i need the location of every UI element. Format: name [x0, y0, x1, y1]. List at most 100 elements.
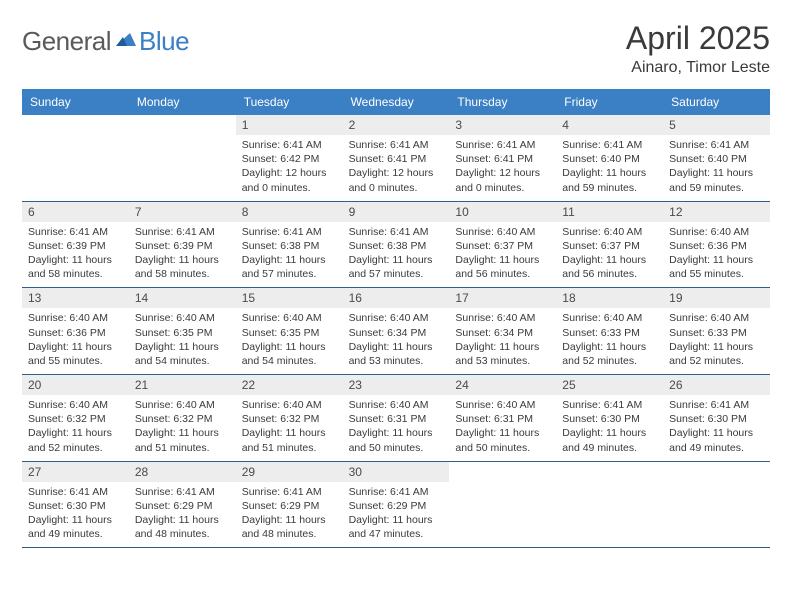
- day-sunset: Sunset: 6:34 PM: [455, 326, 550, 340]
- day-info: Sunrise: 6:40 AMSunset: 6:33 PMDaylight:…: [667, 311, 766, 368]
- day-number: 9: [343, 202, 450, 222]
- day-cell: .: [663, 462, 770, 548]
- day-info: Sunrise: 6:40 AMSunset: 6:32 PMDaylight:…: [26, 398, 125, 455]
- day-number: 2: [343, 115, 450, 135]
- day-sunset: Sunset: 6:39 PM: [28, 239, 123, 253]
- day-info: Sunrise: 6:41 AMSunset: 6:41 PMDaylight:…: [347, 138, 446, 195]
- day-number: 7: [129, 202, 236, 222]
- day-sunset: Sunset: 6:34 PM: [349, 326, 444, 340]
- calendar: Sunday Monday Tuesday Wednesday Thursday…: [22, 89, 770, 548]
- day-number: 3: [449, 115, 556, 135]
- day-sunset: Sunset: 6:35 PM: [242, 326, 337, 340]
- day-sunrise: Sunrise: 6:40 AM: [349, 398, 444, 412]
- day-number: 24: [449, 375, 556, 395]
- day-daylight: Daylight: 11 hours and 49 minutes.: [562, 426, 657, 454]
- day-daylight: Daylight: 11 hours and 56 minutes.: [455, 253, 550, 281]
- day-sunset: Sunset: 6:40 PM: [669, 152, 764, 166]
- day-number: 29: [236, 462, 343, 482]
- day-sunset: Sunset: 6:29 PM: [349, 499, 444, 513]
- day-sunset: Sunset: 6:32 PM: [28, 412, 123, 426]
- day-info: Sunrise: 6:40 AMSunset: 6:36 PMDaylight:…: [26, 311, 125, 368]
- day-info: Sunrise: 6:41 AMSunset: 6:29 PMDaylight:…: [133, 485, 232, 542]
- day-sunset: Sunset: 6:38 PM: [242, 239, 337, 253]
- day-sunset: Sunset: 6:38 PM: [349, 239, 444, 253]
- day-daylight: Daylight: 11 hours and 55 minutes.: [669, 253, 764, 281]
- day-cell: 8 Sunrise: 6:41 AMSunset: 6:38 PMDaylight…: [236, 202, 343, 288]
- day-sunset: Sunset: 6:41 PM: [349, 152, 444, 166]
- day-info: Sunrise: 6:40 AMSunset: 6:32 PMDaylight:…: [240, 398, 339, 455]
- day-sunset: Sunset: 6:32 PM: [135, 412, 230, 426]
- logo-mark-icon: [115, 28, 137, 55]
- day-sunset: Sunset: 6:31 PM: [349, 412, 444, 426]
- day-number: 12: [663, 202, 770, 222]
- day-daylight: Daylight: 11 hours and 57 minutes.: [349, 253, 444, 281]
- day-cell: .: [449, 462, 556, 548]
- day-number: 21: [129, 375, 236, 395]
- day-sunrise: Sunrise: 6:41 AM: [349, 485, 444, 499]
- day-cell: 5Sunrise: 6:41 AMSunset: 6:40 PMDaylight…: [663, 115, 770, 201]
- day-cell: 23Sunrise: 6:40 AMSunset: 6:31 PMDayligh…: [343, 375, 450, 461]
- day-daylight: Daylight: 12 hours and 0 minutes.: [455, 166, 550, 194]
- day-cell: 30Sunrise: 6:41 AMSunset: 6:29 PMDayligh…: [343, 462, 450, 548]
- day-number: 8: [236, 202, 343, 222]
- day-sunrise: Sunrise: 6:41 AM: [349, 138, 444, 152]
- day-sunset: Sunset: 6:40 PM: [562, 152, 657, 166]
- dayname-wednesday: Wednesday: [343, 89, 450, 115]
- location-label: Ainaro, Timor Leste: [626, 59, 770, 77]
- day-daylight: Daylight: 11 hours and 50 minutes.: [349, 426, 444, 454]
- day-info: Sunrise: 6:41 AMSunset: 6:39 PMDaylight:…: [26, 225, 125, 282]
- day-cell: 6Sunrise: 6:41 AMSunset: 6:39 PMDaylight…: [22, 202, 129, 288]
- day-info: Sunrise: 6:41 AMSunset: 6:29 PMDaylight:…: [240, 485, 339, 542]
- day-sunrise: Sunrise: 6:41 AM: [669, 398, 764, 412]
- day-sunset: Sunset: 6:29 PM: [135, 499, 230, 513]
- day-daylight: Daylight: 11 hours and 54 minutes.: [135, 340, 230, 368]
- day-daylight: Daylight: 11 hours and 51 minutes.: [242, 426, 337, 454]
- day-daylight: Daylight: 11 hours and 57 minutes.: [242, 253, 337, 281]
- day-sunrise: Sunrise: 6:40 AM: [455, 225, 550, 239]
- day-sunset: Sunset: 6:36 PM: [28, 326, 123, 340]
- logo-text-general: General: [22, 26, 111, 57]
- day-daylight: Daylight: 11 hours and 58 minutes.: [28, 253, 123, 281]
- day-info: Sunrise: 6:40 AMSunset: 6:31 PMDaylight:…: [347, 398, 446, 455]
- calendar-page: General Blue April 2025 Ainaro, Timor Le…: [0, 0, 792, 568]
- day-sunset: Sunset: 6:42 PM: [242, 152, 337, 166]
- week-row: 20Sunrise: 6:40 AMSunset: 6:32 PMDayligh…: [22, 375, 770, 462]
- day-cell: 13Sunrise: 6:40 AMSunset: 6:36 PMDayligh…: [22, 288, 129, 374]
- dayname-row: Sunday Monday Tuesday Wednesday Thursday…: [22, 89, 770, 115]
- dayname-monday: Monday: [129, 89, 236, 115]
- day-number: 19: [663, 288, 770, 308]
- logo: General Blue: [22, 20, 189, 57]
- week-row: 6Sunrise: 6:41 AMSunset: 6:39 PMDaylight…: [22, 202, 770, 289]
- dayname-sunday: Sunday: [22, 89, 129, 115]
- day-sunrise: Sunrise: 6:41 AM: [349, 225, 444, 239]
- day-cell: 21Sunrise: 6:40 AMSunset: 6:32 PMDayligh…: [129, 375, 236, 461]
- dayname-saturday: Saturday: [663, 89, 770, 115]
- day-number: 10: [449, 202, 556, 222]
- day-cell: 20Sunrise: 6:40 AMSunset: 6:32 PMDayligh…: [22, 375, 129, 461]
- day-daylight: Daylight: 11 hours and 56 minutes.: [562, 253, 657, 281]
- day-daylight: Daylight: 11 hours and 51 minutes.: [135, 426, 230, 454]
- week-row: 13Sunrise: 6:40 AMSunset: 6:36 PMDayligh…: [22, 288, 770, 375]
- day-info: Sunrise: 6:41 AMSunset: 6:30 PMDaylight:…: [560, 398, 659, 455]
- day-sunset: Sunset: 6:29 PM: [242, 499, 337, 513]
- day-sunset: Sunset: 6:35 PM: [135, 326, 230, 340]
- day-daylight: Daylight: 11 hours and 48 minutes.: [135, 513, 230, 541]
- day-sunrise: Sunrise: 6:41 AM: [135, 225, 230, 239]
- day-daylight: Daylight: 11 hours and 48 minutes.: [242, 513, 337, 541]
- day-sunset: Sunset: 6:37 PM: [455, 239, 550, 253]
- day-daylight: Daylight: 11 hours and 50 minutes.: [455, 426, 550, 454]
- day-number: 15: [236, 288, 343, 308]
- day-info: Sunrise: 6:41 AMSunset: 6:38 PMDaylight:…: [240, 225, 339, 282]
- day-daylight: Daylight: 11 hours and 55 minutes.: [28, 340, 123, 368]
- day-number: 4: [556, 115, 663, 135]
- day-number: 1: [236, 115, 343, 135]
- day-sunrise: Sunrise: 6:40 AM: [455, 311, 550, 325]
- day-cell: 16Sunrise: 6:40 AMSunset: 6:34 PMDayligh…: [343, 288, 450, 374]
- day-number: 14: [129, 288, 236, 308]
- day-info: Sunrise: 6:41 AMSunset: 6:30 PMDaylight:…: [26, 485, 125, 542]
- logo-text-blue: Blue: [139, 26, 189, 57]
- day-sunrise: Sunrise: 6:40 AM: [562, 311, 657, 325]
- day-info: Sunrise: 6:41 AMSunset: 6:38 PMDaylight:…: [347, 225, 446, 282]
- day-cell: .: [129, 115, 236, 201]
- day-cell: 1Sunrise: 6:41 AMSunset: 6:42 PMDaylight…: [236, 115, 343, 201]
